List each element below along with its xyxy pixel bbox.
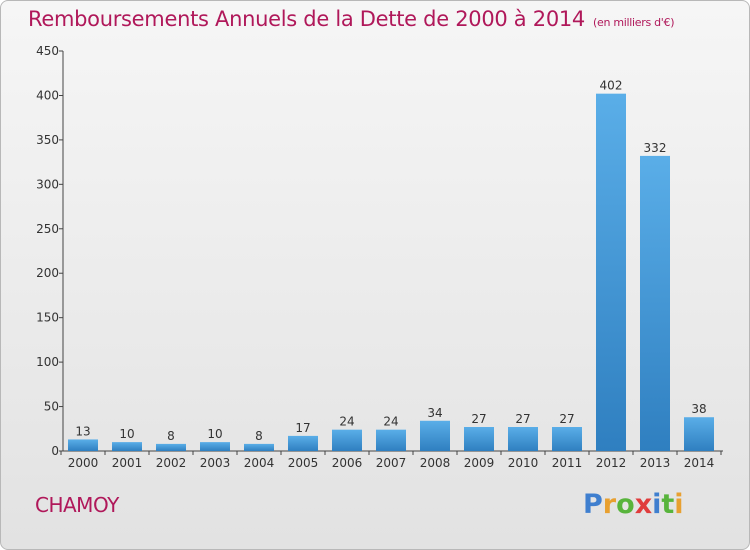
bar-2004 [244, 443, 274, 451]
bar-2000 [68, 439, 98, 451]
logo-letter: t [661, 489, 675, 520]
logo-letter: P [583, 489, 603, 520]
y-tick-label: 450 [36, 44, 59, 58]
logo-letter: o [616, 489, 635, 520]
x-tick-label-2001: 2001 [112, 456, 143, 470]
data-label-2014: 38 [691, 402, 706, 416]
data-label-2008: 34 [427, 406, 442, 420]
y-tick-label: 250 [36, 222, 59, 236]
city-name: CHAMOY [35, 493, 119, 517]
x-tick-label-2003: 2003 [200, 456, 231, 470]
data-label-2003: 10 [207, 427, 222, 441]
x-tick-label-2005: 2005 [288, 456, 319, 470]
data-label-2004: 8 [255, 429, 263, 443]
x-tick-label-2014: 2014 [684, 456, 715, 470]
data-label-2013: 332 [644, 141, 667, 155]
x-tick-label-2009: 2009 [464, 456, 495, 470]
chart-title: Remboursements Annuels de la Dette de 20… [28, 7, 674, 31]
data-label-2011: 27 [559, 412, 574, 426]
bar-2007 [376, 429, 406, 451]
y-tick-label: 300 [36, 177, 59, 191]
data-label-2000: 13 [75, 424, 90, 438]
x-tick-label-2013: 2013 [640, 456, 671, 470]
title-text: Remboursements Annuels de la Dette de 20… [28, 7, 585, 31]
x-tick-label-2010: 2010 [508, 456, 539, 470]
bar-2003 [200, 442, 230, 451]
data-label-2012: 402 [600, 79, 623, 93]
logo-letter: r [602, 489, 617, 520]
bar-2010 [508, 427, 538, 451]
title-unit: (en milliers d'€) [593, 16, 675, 29]
x-tick-label-2006: 2006 [332, 456, 363, 470]
x-tick-label-2008: 2008 [420, 456, 451, 470]
y-tick-label: 50 [44, 400, 59, 414]
proxiti-logo: Proxiti [583, 489, 684, 520]
x-tick-label-2012: 2012 [596, 456, 627, 470]
y-tick-label: 150 [36, 311, 59, 325]
x-tick-label-2011: 2011 [552, 456, 583, 470]
bar-2006 [332, 429, 362, 451]
data-label-2002: 8 [167, 429, 175, 443]
bars [68, 93, 714, 452]
axes: 0 50 100 150 200 250 300 350 400 450 [36, 44, 723, 458]
x-tick-label-2004: 2004 [244, 456, 275, 470]
data-label-2010: 27 [515, 412, 530, 426]
data-label-2001: 10 [119, 427, 134, 441]
bar-2013 [640, 155, 670, 451]
data-label-2009: 27 [471, 412, 486, 426]
labels: 13 2000 10 2001 8 2002 10 2003 8 2004 17 2005 24 2006… [68, 79, 715, 470]
data-label-2005: 17 [295, 421, 310, 435]
bar-2005 [288, 435, 318, 451]
data-label-2007: 24 [383, 415, 398, 429]
y-tick-label: 200 [36, 266, 59, 280]
y-tick-label: 100 [36, 355, 59, 369]
bar-2014 [684, 417, 714, 451]
x-tick-label-2002: 2002 [156, 456, 187, 470]
data-label-2006: 24 [339, 415, 354, 429]
logo-letter: i [652, 489, 662, 520]
x-tick-label-2000: 2000 [68, 456, 99, 470]
y-tick-label: 400 [36, 88, 59, 102]
bar-2008 [420, 420, 450, 451]
y-tick-label: 350 [36, 133, 59, 147]
bar-2002 [156, 443, 186, 451]
bar-2012 [596, 93, 626, 452]
bar-2001 [112, 442, 142, 451]
bar-2011 [552, 427, 582, 451]
x-tick-label-2007: 2007 [376, 456, 407, 470]
logo-letter: i [674, 489, 684, 520]
y-tick-label: 0 [51, 444, 59, 458]
logo-letter: x [634, 489, 653, 520]
bar-2009 [464, 427, 494, 451]
